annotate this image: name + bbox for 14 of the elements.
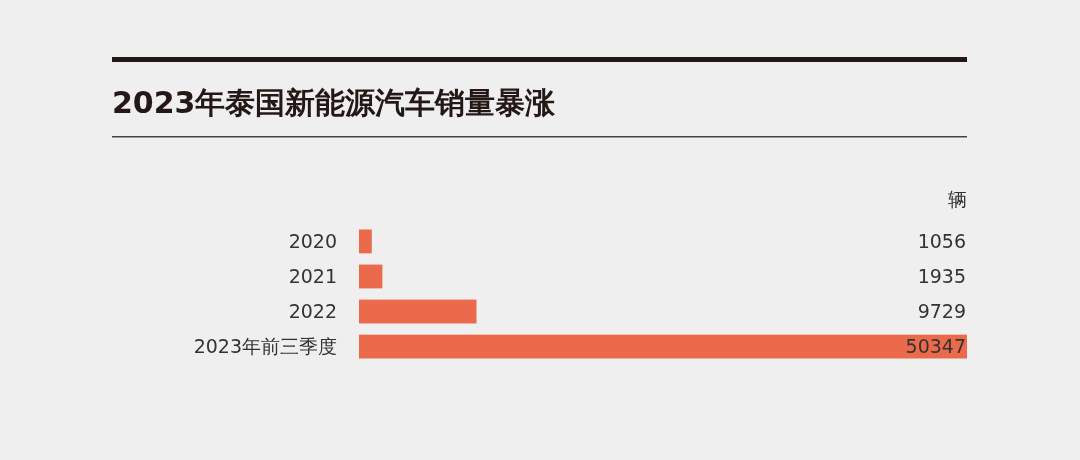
y-tick-label: 2022 (288, 300, 337, 323)
data-label: 9729 (917, 300, 966, 323)
data-label: 1935 (917, 265, 966, 288)
bar (359, 299, 477, 324)
y-tick-label: 2020 (288, 230, 337, 253)
y-tick-label: 2023年前三季度 (193, 335, 337, 358)
chart-title: 2023年泰国新能源汽车销量暴涨 (112, 85, 557, 120)
bar (359, 264, 383, 289)
data-label: 1056 (917, 230, 966, 253)
text: 辆 (948, 188, 967, 210)
data-label: 50347 (905, 335, 966, 358)
y-tick-label: 2021 (288, 265, 337, 288)
bar (359, 229, 372, 254)
bar (359, 334, 967, 359)
